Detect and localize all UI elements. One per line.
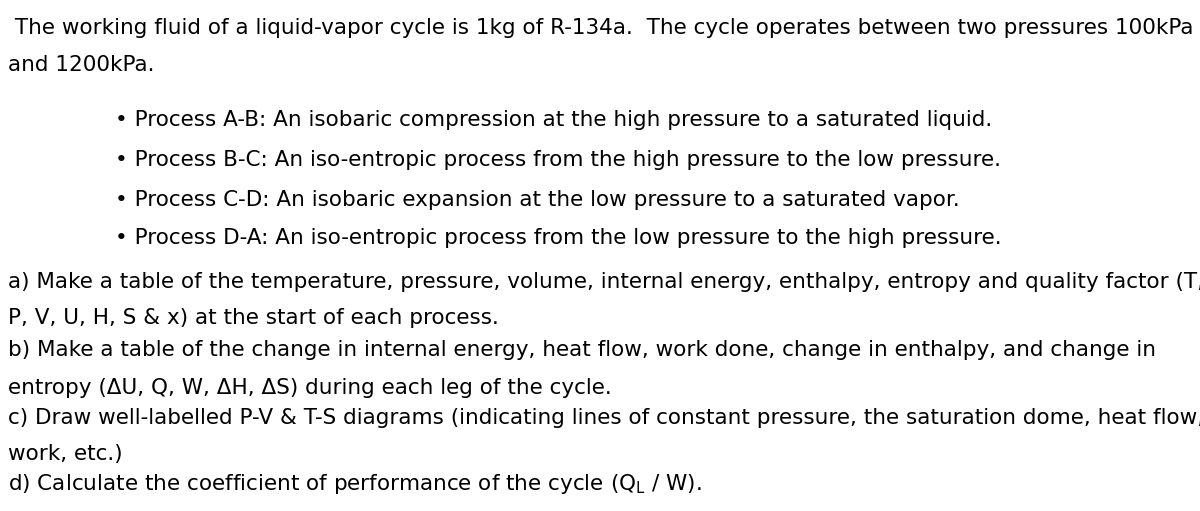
Text: work, etc.): work, etc.) xyxy=(8,444,122,464)
Text: d) Calculate the coefficient of performance of the cycle (Q$_{\mathrm{L}}$ / W).: d) Calculate the coefficient of performa… xyxy=(8,472,702,496)
Text: • Process C-D: An isobaric expansion at the low pressure to a saturated vapor.: • Process C-D: An isobaric expansion at … xyxy=(115,190,960,210)
Text: a) Make a table of the temperature, pressure, volume, internal energy, enthalpy,: a) Make a table of the temperature, pres… xyxy=(8,272,1200,292)
Text: b) Make a table of the change in internal energy, heat flow, work done, change i: b) Make a table of the change in interna… xyxy=(8,340,1156,360)
Text: • Process A-B: An isobaric compression at the high pressure to a saturated liqui: • Process A-B: An isobaric compression a… xyxy=(115,110,992,130)
Text: and 1200kPa.: and 1200kPa. xyxy=(8,55,155,75)
Text: The working fluid of a liquid-vapor cycle is 1kg of R-134a.  The cycle operates : The working fluid of a liquid-vapor cycl… xyxy=(8,18,1194,38)
Text: P, V, U, H, S & x) at the start of each process.: P, V, U, H, S & x) at the start of each … xyxy=(8,308,499,328)
Text: • Process B-C: An iso-entropic process from the high pressure to the low pressur: • Process B-C: An iso-entropic process f… xyxy=(115,150,1001,170)
Text: • Process D-A: An iso-entropic process from the low pressure to the high pressur: • Process D-A: An iso-entropic process f… xyxy=(115,228,1002,248)
Text: c) Draw well-labelled P-V & T-S diagrams (indicating lines of constant pressure,: c) Draw well-labelled P-V & T-S diagrams… xyxy=(8,408,1200,428)
Text: entropy (ΔU, Q, W, ΔH, ΔS) during each leg of the cycle.: entropy (ΔU, Q, W, ΔH, ΔS) during each l… xyxy=(8,378,612,398)
